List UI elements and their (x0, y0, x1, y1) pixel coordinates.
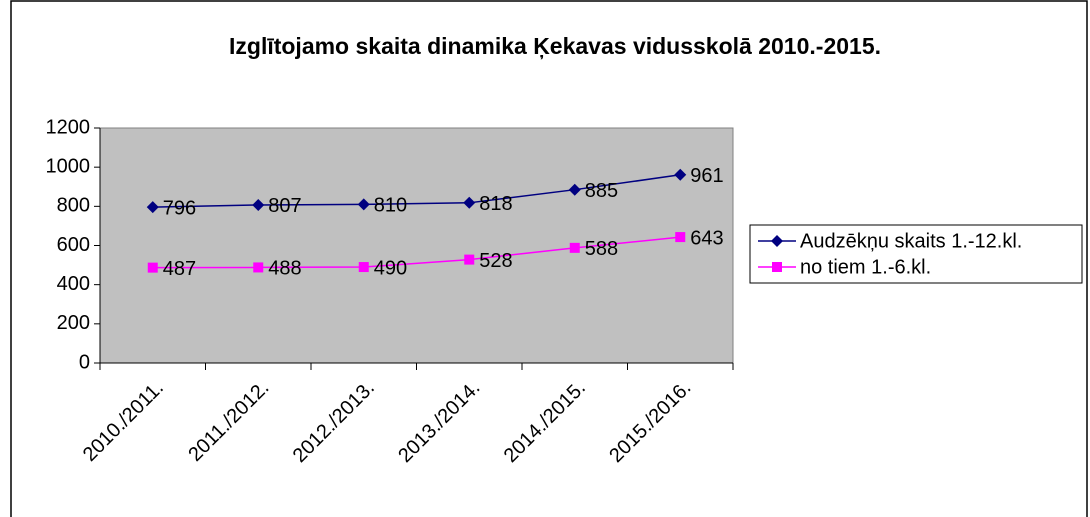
point (252, 198, 265, 211)
data-label: 796 (163, 197, 196, 219)
data-label: 490 (374, 257, 407, 279)
point (357, 198, 370, 211)
data-label: 588 (585, 238, 618, 260)
data-label: 818 (479, 193, 512, 215)
y-tick-label: 400 (57, 273, 90, 295)
point (463, 196, 476, 209)
y-tick-label: 1000 (46, 155, 91, 177)
data-label: 643 (690, 227, 723, 249)
legend-box (749, 224, 1083, 284)
legend-label: no tiem 1.-6.kl. (800, 256, 931, 278)
point (253, 262, 264, 273)
data-label: 487 (163, 258, 196, 280)
plot-area (99, 127, 734, 364)
data-label: 961 (690, 165, 723, 187)
series-line (152, 236, 681, 269)
y-tick-label: 1200 (46, 116, 91, 138)
data-label: 807 (268, 195, 301, 217)
y-tick-label: 600 (57, 234, 90, 256)
point (464, 254, 475, 265)
data-label: 528 (479, 250, 512, 272)
series-line (152, 174, 681, 208)
point (146, 201, 159, 214)
point (147, 262, 158, 273)
y-tick-label: 200 (57, 312, 90, 334)
data-label: 488 (268, 258, 301, 280)
legend-marker (771, 235, 783, 247)
point (674, 168, 687, 181)
legend-marker (772, 262, 782, 272)
point (675, 232, 686, 243)
point (358, 262, 369, 273)
data-label: 810 (374, 195, 407, 217)
point (568, 183, 581, 196)
legend-label: Audzēkņu skaits 1.-12.kl. (800, 230, 1022, 252)
chart-title: Izglītojamo skaita dinamika Ķekavas vidu… (229, 33, 881, 59)
y-tick-label: 800 (57, 195, 90, 217)
point (569, 242, 580, 253)
data-label: 885 (585, 180, 618, 202)
y-tick-label: 0 (79, 351, 90, 373)
